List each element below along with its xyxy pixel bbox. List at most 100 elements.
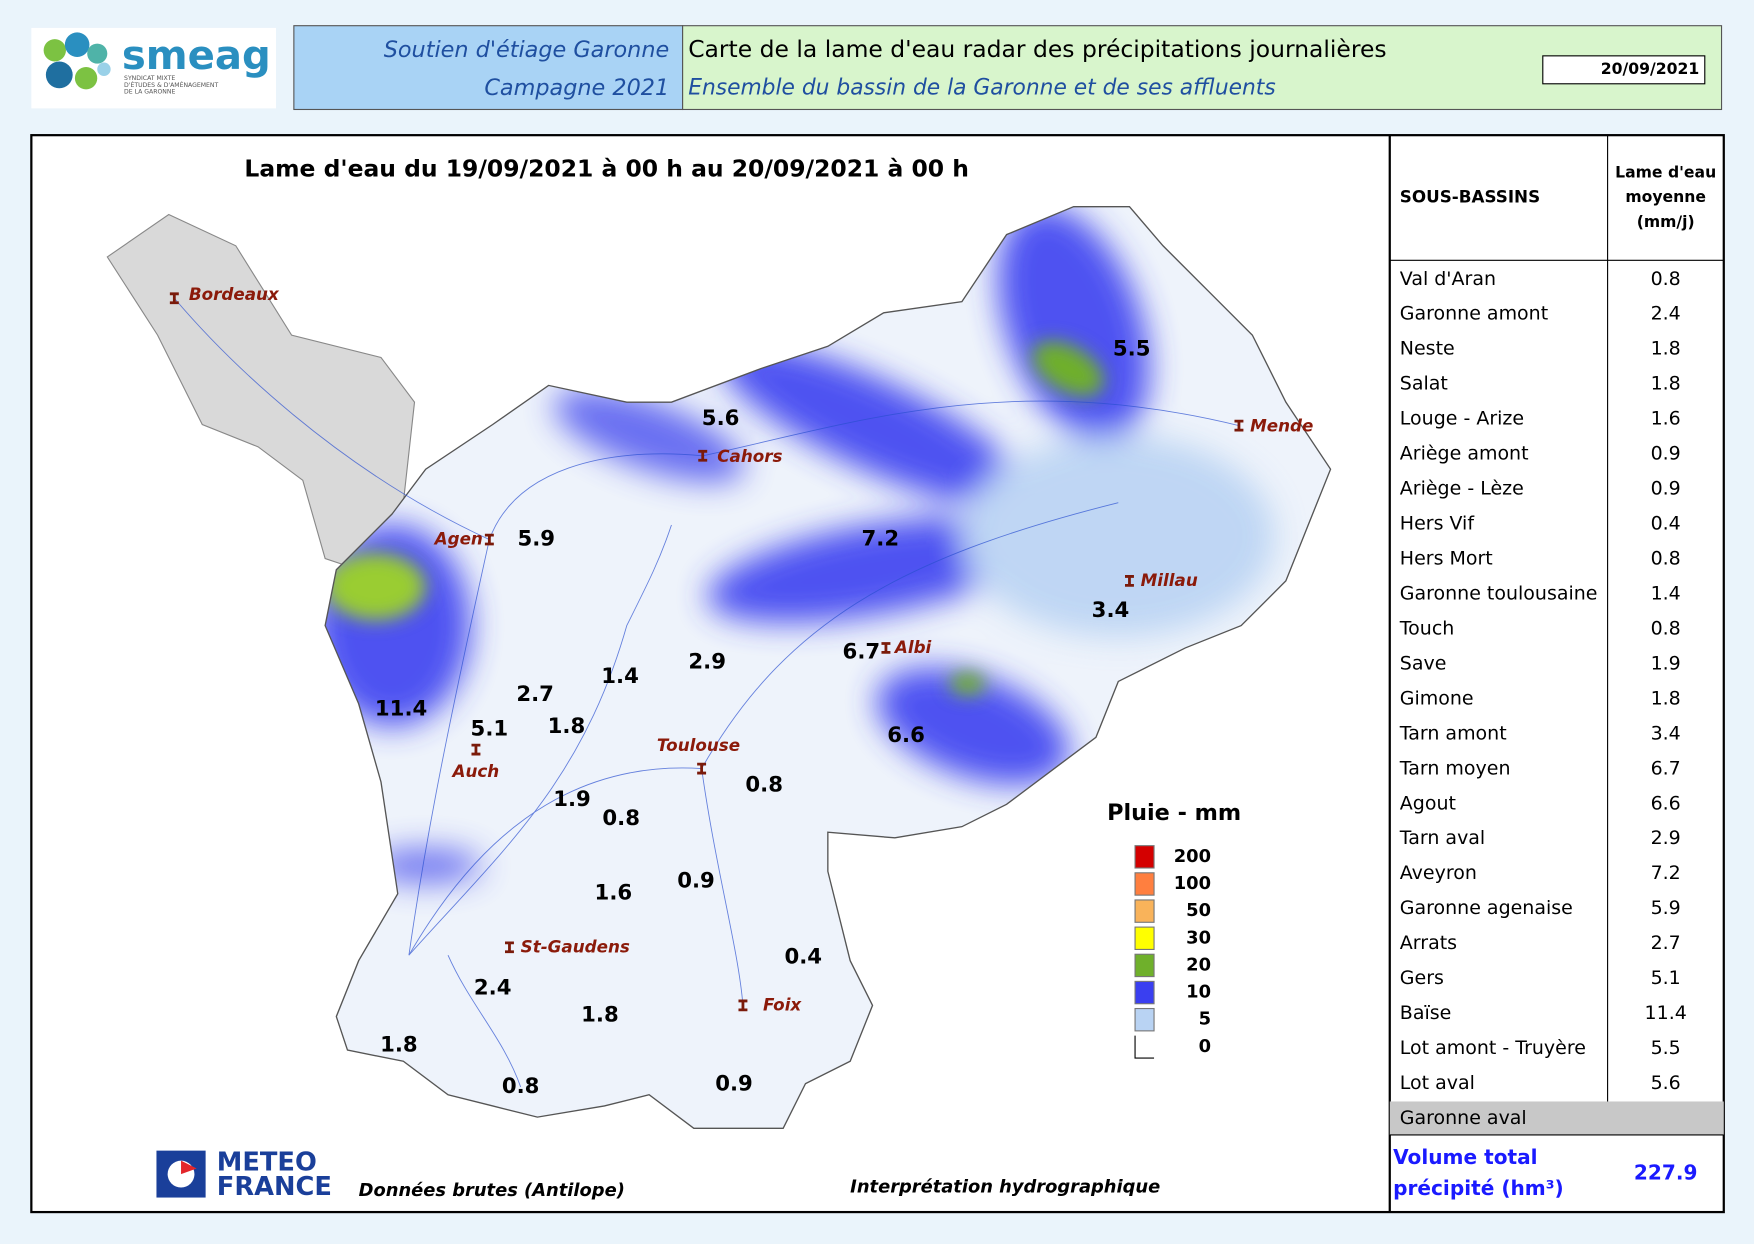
provider-line1: METEO — [217, 1147, 317, 1177]
legend-label: 5 — [1199, 1009, 1211, 1030]
rivers — [173, 297, 1240, 1088]
legend-label: 100 — [1174, 873, 1211, 894]
basin-value: 2.7 — [516, 682, 554, 707]
sub-basin-value: 0.8 — [1651, 548, 1681, 570]
city-marker — [169, 292, 179, 305]
sub-basin-name: Baïse — [1400, 1002, 1452, 1024]
city-marker — [504, 941, 514, 954]
sub-basin-name: Ariège - Lèze — [1400, 478, 1524, 500]
sub-basin-value: 0.9 — [1651, 443, 1681, 465]
basin-value: 1.8 — [380, 1033, 418, 1058]
logo-subtitle: SYNDICAT MIXTE — [124, 75, 175, 82]
city-marker — [738, 999, 748, 1012]
basin-value: 5.1 — [471, 716, 509, 741]
sub-basin-name: Tarn moyen — [1399, 757, 1511, 779]
basin-value: 0.8 — [745, 772, 783, 797]
sub-basin-value: 1.8 — [1651, 687, 1681, 709]
basin-value: 0.9 — [677, 868, 715, 893]
basin-value: 0.4 — [784, 944, 822, 969]
sub-basin-value: 1.9 — [1651, 652, 1681, 674]
table-header: Lame d'eau — [1615, 163, 1716, 182]
legend-swatch — [1135, 1035, 1155, 1059]
table-header: (mm/j) — [1637, 212, 1695, 231]
sub-basin-value: 11.4 — [1645, 1002, 1687, 1024]
basin-value: 1.4 — [601, 664, 639, 689]
header-left — [293, 25, 684, 111]
basin-value: 0.9 — [715, 1072, 753, 1097]
city-label: Foix — [763, 994, 802, 1014]
sub-basin-value: 3.4 — [1651, 722, 1681, 744]
basin-value: 1.8 — [581, 1002, 619, 1027]
legend-label: 50 — [1186, 900, 1211, 921]
sub-basin-name: Hers Mort — [1400, 548, 1493, 570]
sub-basin-value: 0.4 — [1651, 513, 1681, 535]
total-value: 227.9 — [1634, 1161, 1698, 1185]
source-note: Données brutes (Antilope) — [359, 1180, 625, 1201]
sub-basin-value: 6.6 — [1651, 792, 1681, 814]
sub-basin-value: 5.6 — [1651, 1072, 1681, 1094]
total-label: Volume total — [1393, 1145, 1537, 1169]
city-marker — [697, 762, 707, 775]
sub-basin-name: Val d'Aran — [1400, 268, 1496, 290]
city-label: Mende — [1250, 416, 1313, 436]
legend-swatch — [1134, 872, 1155, 896]
sub-basin-name: Tarn aval — [1399, 827, 1485, 849]
sub-basin-value: 0.8 — [1651, 268, 1681, 290]
sub-basin-value: 2.7 — [1651, 932, 1681, 954]
sub-basin-name: Ariège amont — [1400, 443, 1529, 465]
sub-basin-name: Neste — [1400, 338, 1455, 360]
basin-value: 1.9 — [553, 787, 591, 812]
basin-value: 3.4 — [1092, 598, 1130, 623]
city-label: St-Gaudens — [521, 936, 630, 956]
sub-basin-name: Lot aval — [1400, 1072, 1475, 1094]
legend-swatch — [1134, 953, 1155, 978]
sub-basin-name: Arrats — [1400, 932, 1457, 954]
sub-basin-value: 7.2 — [1651, 862, 1681, 884]
city-marker — [881, 642, 891, 654]
sub-basin-name: Aveyron — [1400, 862, 1477, 884]
basin-value: 6.7 — [843, 639, 881, 664]
logo-text: smeag — [122, 33, 271, 79]
city-marker — [1234, 419, 1244, 432]
legend-swatch — [1134, 845, 1155, 869]
table-header: moyenne — [1625, 187, 1706, 206]
legend-label: 200 — [1174, 846, 1211, 867]
sub-basin-name: Gers — [1400, 967, 1444, 989]
city-marker — [1124, 575, 1134, 587]
sub-basin-value: 0.9 — [1651, 478, 1681, 500]
date: 20/09/2021 — [1601, 59, 1699, 78]
legend-swatch — [1134, 926, 1155, 950]
city-label: Millau — [1141, 570, 1198, 590]
basin-value: 11.4 — [375, 696, 427, 721]
sub-basin-name: Garonne amont — [1400, 303, 1548, 325]
logo-icon — [43, 32, 111, 90]
city-marker — [698, 449, 708, 462]
basin-value: 0.8 — [502, 1074, 540, 1099]
sub-basin-name: Gimone — [1400, 687, 1474, 709]
sub-basin-name: Garonne toulousaine — [1400, 582, 1598, 604]
sub-basin-value: 2.9 — [1651, 827, 1681, 849]
sub-basin-value: 5.9 — [1651, 897, 1681, 919]
provider-line2: FRANCE — [217, 1172, 332, 1202]
legend-swatch — [1134, 899, 1155, 923]
city-label: Cahors — [717, 446, 782, 466]
city-marker — [484, 533, 494, 546]
sub-basin-name: Garonne agenaise — [1400, 897, 1573, 919]
sub-basin-value: 1.6 — [1651, 408, 1681, 430]
basin-value: 6.6 — [887, 723, 925, 748]
sub-basin-value: 2.4 — [1651, 303, 1681, 325]
logo-subtitle: DE LA GARONNE — [124, 89, 175, 96]
basin-value: 2.9 — [688, 649, 726, 674]
city-label: Auch — [450, 761, 499, 781]
provider-icon-arrow — [181, 1160, 197, 1175]
basin-value: 5.9 — [517, 527, 555, 552]
date-box — [1542, 55, 1706, 85]
sub-basin-value: 0.8 — [1651, 617, 1681, 639]
sub-basin-value: 5.5 — [1651, 1037, 1681, 1059]
sub-basin-name: Louge - Arize — [1400, 408, 1524, 430]
table-header: SOUS-BASSINS — [1400, 187, 1540, 207]
basin-outline — [324, 205, 1332, 1129]
city-marker — [471, 743, 481, 756]
sub-basin-name: Touch — [1399, 617, 1455, 639]
sub-basin-name: Tarn amont — [1399, 722, 1507, 744]
